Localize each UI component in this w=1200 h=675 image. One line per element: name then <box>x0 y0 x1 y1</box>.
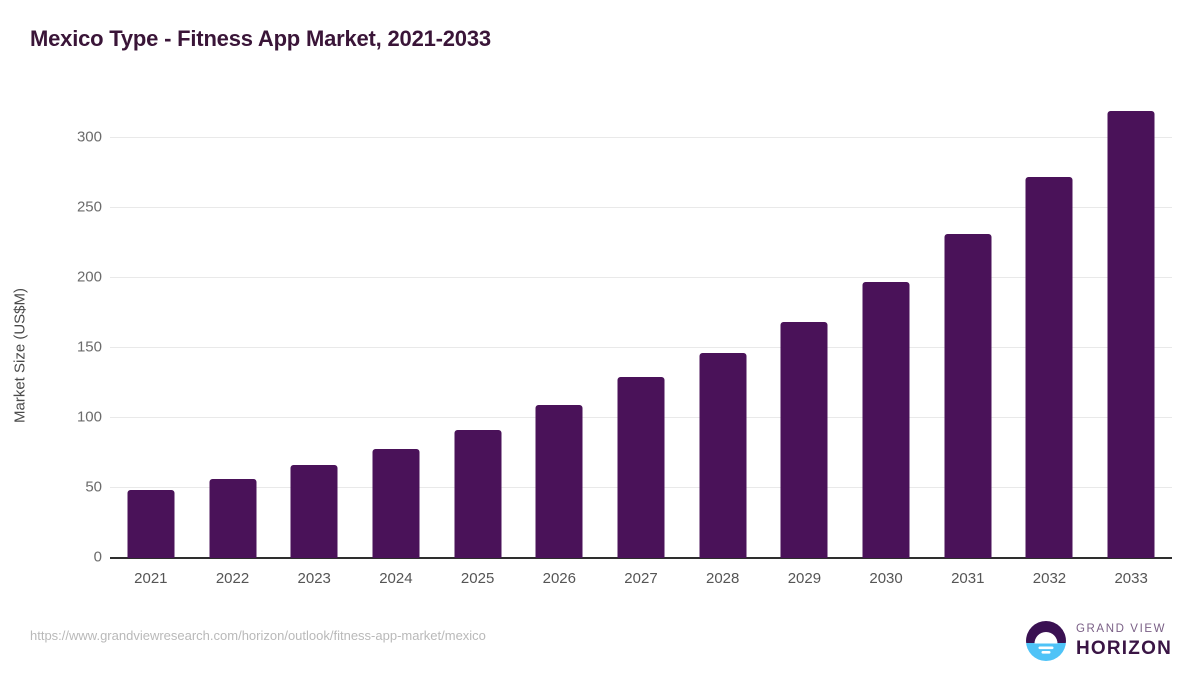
x-axis-tick-label: 2022 <box>215 570 250 587</box>
x-axis-tick-label: 2033 <box>1114 570 1148 587</box>
brand-logo: GRAND VIEW HORIZON <box>1025 620 1172 662</box>
x-axis-tick-label: 2026 <box>542 570 576 587</box>
gridline <box>110 347 1172 348</box>
x-axis-tick-label: 2024 <box>379 570 413 587</box>
y-axis-tick-label: 100 <box>76 408 102 426</box>
bar[interactable] <box>535 405 583 558</box>
y-axis-tick-label: 150 <box>76 338 102 356</box>
bar-slot <box>1009 100 1091 558</box>
bar[interactable] <box>454 429 502 558</box>
x-axis-tick-labels: 2021 2022 2023 2024 2025 2026 2027 2028 2029 2030… <box>110 0 1172 675</box>
bar-slot <box>927 100 1009 558</box>
x-axis-tick-label: 2031 <box>951 570 985 587</box>
bar[interactable] <box>780 322 828 558</box>
y-axis-tick-label: 300 <box>76 128 102 146</box>
horizon-circle-icon <box>1025 620 1067 662</box>
y-axis-tick-label: 250 <box>76 198 102 216</box>
x-axis-tick-label: 2030 <box>869 570 903 587</box>
y-axis-tick-labels: 0 50 100 150 200 250 300 <box>30 0 102 675</box>
x-axis-tick-label: 2032 <box>1032 570 1067 587</box>
bar-slot <box>437 100 519 558</box>
x-axis-tick-label: 2029 <box>787 570 822 587</box>
bar[interactable] <box>290 464 338 558</box>
bar[interactable] <box>209 478 257 558</box>
y-axis-tick-label: 50 <box>85 478 102 496</box>
bar-slot <box>192 100 274 558</box>
bar-slot <box>518 100 600 558</box>
x-axis-line <box>110 557 1172 559</box>
bar[interactable] <box>862 281 910 558</box>
brand-logo-text: GRAND VIEW HORIZON <box>1076 624 1172 658</box>
bar[interactable] <box>1025 177 1073 558</box>
bar-slot <box>845 100 927 558</box>
page-title: Mexico Type - Fitness App Market, 2021-2… <box>30 26 491 51</box>
x-axis-tick-label: 2027 <box>624 570 658 587</box>
brand-logo-bottom-text: HORIZON <box>1075 637 1172 659</box>
bar[interactable] <box>944 233 992 558</box>
x-axis-tick-label: 2028 <box>706 570 740 587</box>
y-axis-tick-label: 200 <box>76 268 102 286</box>
bar-slot <box>764 100 846 558</box>
x-axis-tick-label: 2025 <box>460 570 495 587</box>
brand-logo-top-text: GRAND VIEW <box>1075 623 1167 636</box>
source-url[interactable]: https://www.grandviewresearch.com/horizo… <box>30 628 486 643</box>
x-axis-tick-label: 2023 <box>297 570 331 587</box>
gridline <box>110 277 1172 278</box>
bar-slot <box>355 100 437 558</box>
bar-slot <box>1090 100 1172 558</box>
bar-slot <box>110 100 192 558</box>
bar-slot <box>273 100 355 558</box>
x-axis-tick-label: 2021 <box>134 570 168 587</box>
gridline <box>110 207 1172 208</box>
y-axis-title: Market Size (US$M) <box>11 287 29 424</box>
bar-series <box>110 100 1172 558</box>
bar-slot <box>682 100 764 558</box>
y-axis-tick-label: 0 <box>93 548 102 566</box>
gridline <box>110 137 1172 138</box>
bar[interactable] <box>127 490 175 558</box>
bar[interactable] <box>372 448 420 558</box>
bar-slot <box>600 100 682 558</box>
bar[interactable] <box>617 377 665 558</box>
bar[interactable] <box>699 352 747 558</box>
bar[interactable] <box>1107 111 1155 558</box>
